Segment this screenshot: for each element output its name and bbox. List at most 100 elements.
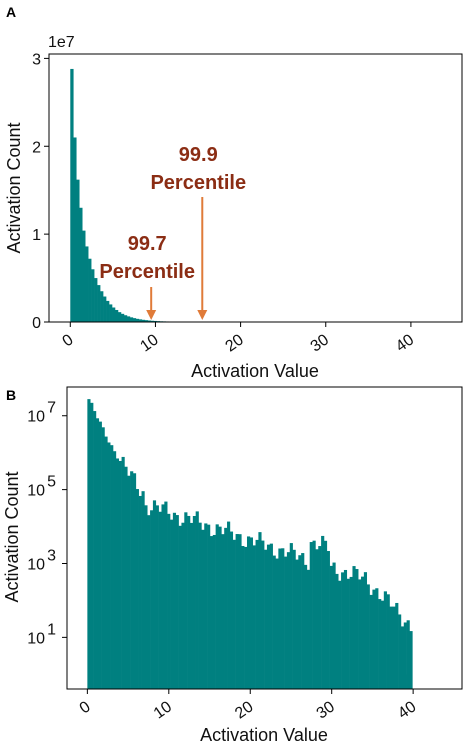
histogram-bar bbox=[121, 456, 125, 689]
y-multiplier-label: 1e7 bbox=[48, 34, 75, 51]
histogram-bar bbox=[115, 458, 120, 689]
x-axis-label-b: Activation Value bbox=[200, 725, 328, 745]
histogram-bar bbox=[132, 318, 137, 322]
histogram-bar bbox=[150, 510, 154, 689]
histogram-bar bbox=[332, 562, 336, 689]
histogram-bar bbox=[346, 578, 350, 689]
histogram-bar bbox=[269, 543, 273, 689]
histogram-bar bbox=[147, 320, 152, 322]
histogram-bar bbox=[70, 68, 74, 322]
histogram-bar bbox=[106, 300, 110, 322]
histogram-bar bbox=[129, 317, 134, 322]
histogram-bar bbox=[335, 573, 339, 689]
histogram-bar bbox=[98, 421, 102, 689]
y-tick-label: 2 bbox=[32, 139, 41, 156]
histogram-bar bbox=[309, 542, 313, 689]
histogram-bar bbox=[150, 320, 155, 322]
histogram-bar bbox=[323, 540, 328, 689]
histogram-bar bbox=[392, 606, 396, 689]
percentile-annotation-value: 99.9 bbox=[179, 144, 218, 166]
histogram-bar bbox=[161, 504, 165, 689]
histogram-bar bbox=[301, 553, 305, 689]
histogram-bar bbox=[304, 564, 308, 689]
y-axis-label-b: Activation Count bbox=[2, 471, 22, 602]
y-tick-exponent: 3 bbox=[47, 547, 56, 564]
histogram-bar bbox=[358, 579, 362, 689]
histogram-bar bbox=[406, 674, 410, 689]
histogram-bar bbox=[318, 546, 322, 689]
histogram-bar bbox=[329, 565, 333, 689]
histogram-bar bbox=[312, 540, 316, 689]
histogram-bar bbox=[167, 513, 171, 689]
histogram-bar bbox=[372, 589, 376, 689]
x-tick-label: 10 bbox=[137, 331, 161, 355]
histogram-bar bbox=[398, 614, 402, 689]
histogram-bar bbox=[284, 556, 288, 689]
plot-frame-a bbox=[48, 53, 463, 323]
histogram-bar bbox=[395, 602, 399, 689]
histogram-bar bbox=[110, 445, 114, 689]
histogram-bar bbox=[375, 588, 379, 689]
x-tick-label: 10 bbox=[151, 698, 175, 722]
histogram-bar bbox=[363, 572, 368, 689]
histogram-bar bbox=[90, 402, 94, 689]
histogram-bar bbox=[109, 304, 113, 322]
histogram-bar bbox=[95, 418, 100, 689]
histogram-bar bbox=[361, 576, 365, 689]
x-tick-label: 30 bbox=[308, 331, 332, 355]
histogram-bar bbox=[158, 511, 162, 689]
percentile-arrow-head bbox=[146, 310, 157, 320]
histogram-bar bbox=[155, 505, 159, 689]
histogram-bar bbox=[264, 549, 268, 689]
histogram-bar bbox=[144, 320, 149, 322]
histogram-bar bbox=[295, 559, 299, 689]
plot-frame-b bbox=[66, 386, 463, 690]
histogram-bar bbox=[255, 539, 259, 689]
y-tick-label: 10 bbox=[27, 409, 45, 426]
histogram-bar bbox=[232, 539, 236, 689]
histogram-bar bbox=[141, 491, 145, 689]
histogram-bar bbox=[266, 544, 271, 689]
histogram-bar bbox=[204, 523, 208, 689]
histogram-bar bbox=[389, 606, 393, 689]
histogram-bar bbox=[118, 460, 122, 689]
histogram-bar bbox=[198, 522, 202, 689]
histogram-bar bbox=[107, 442, 111, 689]
histogram-bar bbox=[132, 473, 137, 689]
histogram-bar bbox=[380, 600, 385, 689]
histogram-bar bbox=[289, 543, 293, 689]
histogram-bar bbox=[352, 566, 356, 689]
percentile-arrow-head bbox=[197, 310, 208, 320]
histogram-bar bbox=[298, 555, 302, 689]
histogram-bar bbox=[238, 534, 242, 689]
histogram-bar bbox=[400, 626, 405, 689]
histogram-bar bbox=[272, 555, 276, 689]
histogram-bar bbox=[103, 296, 107, 322]
histogram-bar bbox=[249, 537, 253, 689]
histogram-bar bbox=[181, 522, 185, 689]
histogram-bar bbox=[212, 534, 216, 689]
y-tick-label: 10 bbox=[27, 483, 45, 500]
histogram-bar bbox=[326, 551, 330, 689]
x-tick-label: 20 bbox=[232, 698, 256, 722]
histogram-bar bbox=[215, 524, 219, 689]
histogram-bar bbox=[275, 558, 279, 689]
histogram-bar bbox=[355, 569, 359, 689]
histogram-bar bbox=[235, 534, 239, 689]
histogram-bar bbox=[292, 549, 296, 689]
histogram-bar bbox=[261, 540, 265, 689]
histogram-bar bbox=[409, 659, 413, 689]
x-axis-label-a: Activation Value bbox=[191, 361, 319, 381]
histogram-bar bbox=[172, 512, 177, 689]
histogram-bar bbox=[207, 524, 211, 689]
histogram-bar bbox=[341, 572, 345, 689]
histogram-bar bbox=[127, 475, 131, 689]
x-tick-label: 0 bbox=[77, 698, 94, 717]
histogram-bar bbox=[201, 529, 205, 689]
histogram-bar bbox=[209, 536, 214, 689]
histogram-bar bbox=[189, 522, 194, 689]
histogram-bar bbox=[338, 580, 342, 689]
histogram-bar bbox=[152, 500, 157, 689]
histogram-bar bbox=[101, 427, 105, 689]
